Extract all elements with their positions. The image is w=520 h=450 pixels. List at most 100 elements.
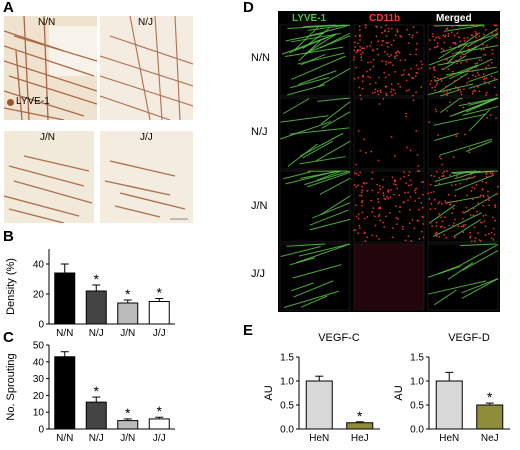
cd11b-cell [379,188,381,190]
cd11b-cell [394,71,396,73]
cd11b-cell [432,36,434,38]
cd11b-cell [456,200,458,202]
cd11b-cell [396,29,398,31]
cd11b-cell [455,86,457,88]
cd11b-cell [438,213,440,215]
cd11b-cell [474,45,476,47]
cd11b-cell [422,181,424,183]
cd11b-cell [437,42,439,44]
cd11b-cell [469,232,471,234]
cd11b-cell [382,179,384,181]
cd11b-cell [436,222,438,224]
cd11b-cell [354,42,356,44]
cd11b-cell [382,192,384,194]
cd11b-cell [445,35,447,37]
cd11b-cell [394,93,396,95]
cd11b-cell [372,49,374,51]
cd11b-cell [418,209,420,211]
cd11b-cell [479,59,481,61]
cd11b-cell [436,235,438,237]
cd11b-cell [480,240,482,242]
cd11b-cell [480,195,482,197]
cd11b-cell [472,93,474,95]
cd11b-cell [412,34,414,36]
cd11b-cell [405,182,407,184]
cd11b-cell [403,176,405,178]
cd11b-cell [449,46,451,48]
cd11b-cell [402,228,404,230]
cd11b-cell [420,202,422,204]
cd11b-cell [441,68,443,70]
cd11b-cell [434,90,436,92]
cd11b-cell [477,202,479,204]
cd11b-cell [382,40,384,42]
cd11b-cell [390,62,392,64]
cd11b-cell [437,36,439,38]
cd11b-cell [398,194,400,196]
cd11b-cell [438,236,440,238]
cd11b-cell [441,80,443,82]
bar [55,357,75,429]
cd11b-cell [396,31,398,33]
cd11b-cell [436,225,438,227]
cd11b-cell [434,208,436,210]
cd11b-cell [470,34,472,36]
cd11b-cell [434,79,436,81]
cd11b-cell [461,53,463,55]
cd11b-cell [452,53,454,55]
cd11b-cell [461,176,463,178]
cd11b-cell [376,184,378,186]
cd11b-cell [495,94,497,96]
cd11b-cell [494,220,496,222]
cd11b-cell [435,233,437,235]
y-tick-label: 1.0 [280,377,294,388]
cd11b-cell [448,194,450,196]
micrograph-jj-label: J/J [140,132,153,143]
cd11b-cell [370,200,372,202]
cd11b-cell [491,237,493,239]
cd11b-cell [483,26,485,28]
cd11b-background [354,244,424,310]
cd11b-cell [447,27,449,29]
cd11b-cell [429,222,431,224]
cd11b-cell [369,77,371,79]
cd11b-cell [469,147,471,149]
cd11b-cell [478,74,480,76]
cd11b-cell [447,68,449,70]
y-axis-label: AU [393,385,405,400]
significance-marker: * [94,383,100,399]
cd11b-cell [430,80,432,82]
cd11b-cell [405,239,407,241]
cd11b-cell [375,82,377,84]
cd11b-cell [470,174,472,176]
lyve1-dot-icon [7,99,14,106]
cd11b-cell [435,108,437,110]
cd11b-cell [477,232,479,234]
cd11b-cell [362,52,364,54]
cd11b-cell [388,74,390,76]
cd11b-cell [474,176,476,178]
cd11b-cell [453,222,455,224]
y-tick-label: 0.5 [410,401,424,412]
cd11b-cell [357,49,359,51]
cd11b-cell [379,185,381,187]
y-axis-label: No. Sprouting [5,353,17,420]
cd11b-cell [362,74,364,76]
cd11b-cell [483,73,485,75]
cd11b-cell [485,182,487,184]
cd11b-cell [478,90,480,92]
bar [118,421,138,429]
bar [477,405,503,429]
cd11b-cell [366,190,368,192]
cd11b-cell [391,94,393,96]
cd11b-cell [366,46,368,48]
cd11b-cell [390,189,392,191]
cd11b-cell [354,184,356,186]
cd11b-cell [471,240,473,242]
cd11b-cell [429,83,431,85]
cd11b-cell [486,92,488,94]
cd11b-cell [430,184,432,186]
cd11b-cell [440,158,442,160]
cd11b-cell [472,198,474,200]
